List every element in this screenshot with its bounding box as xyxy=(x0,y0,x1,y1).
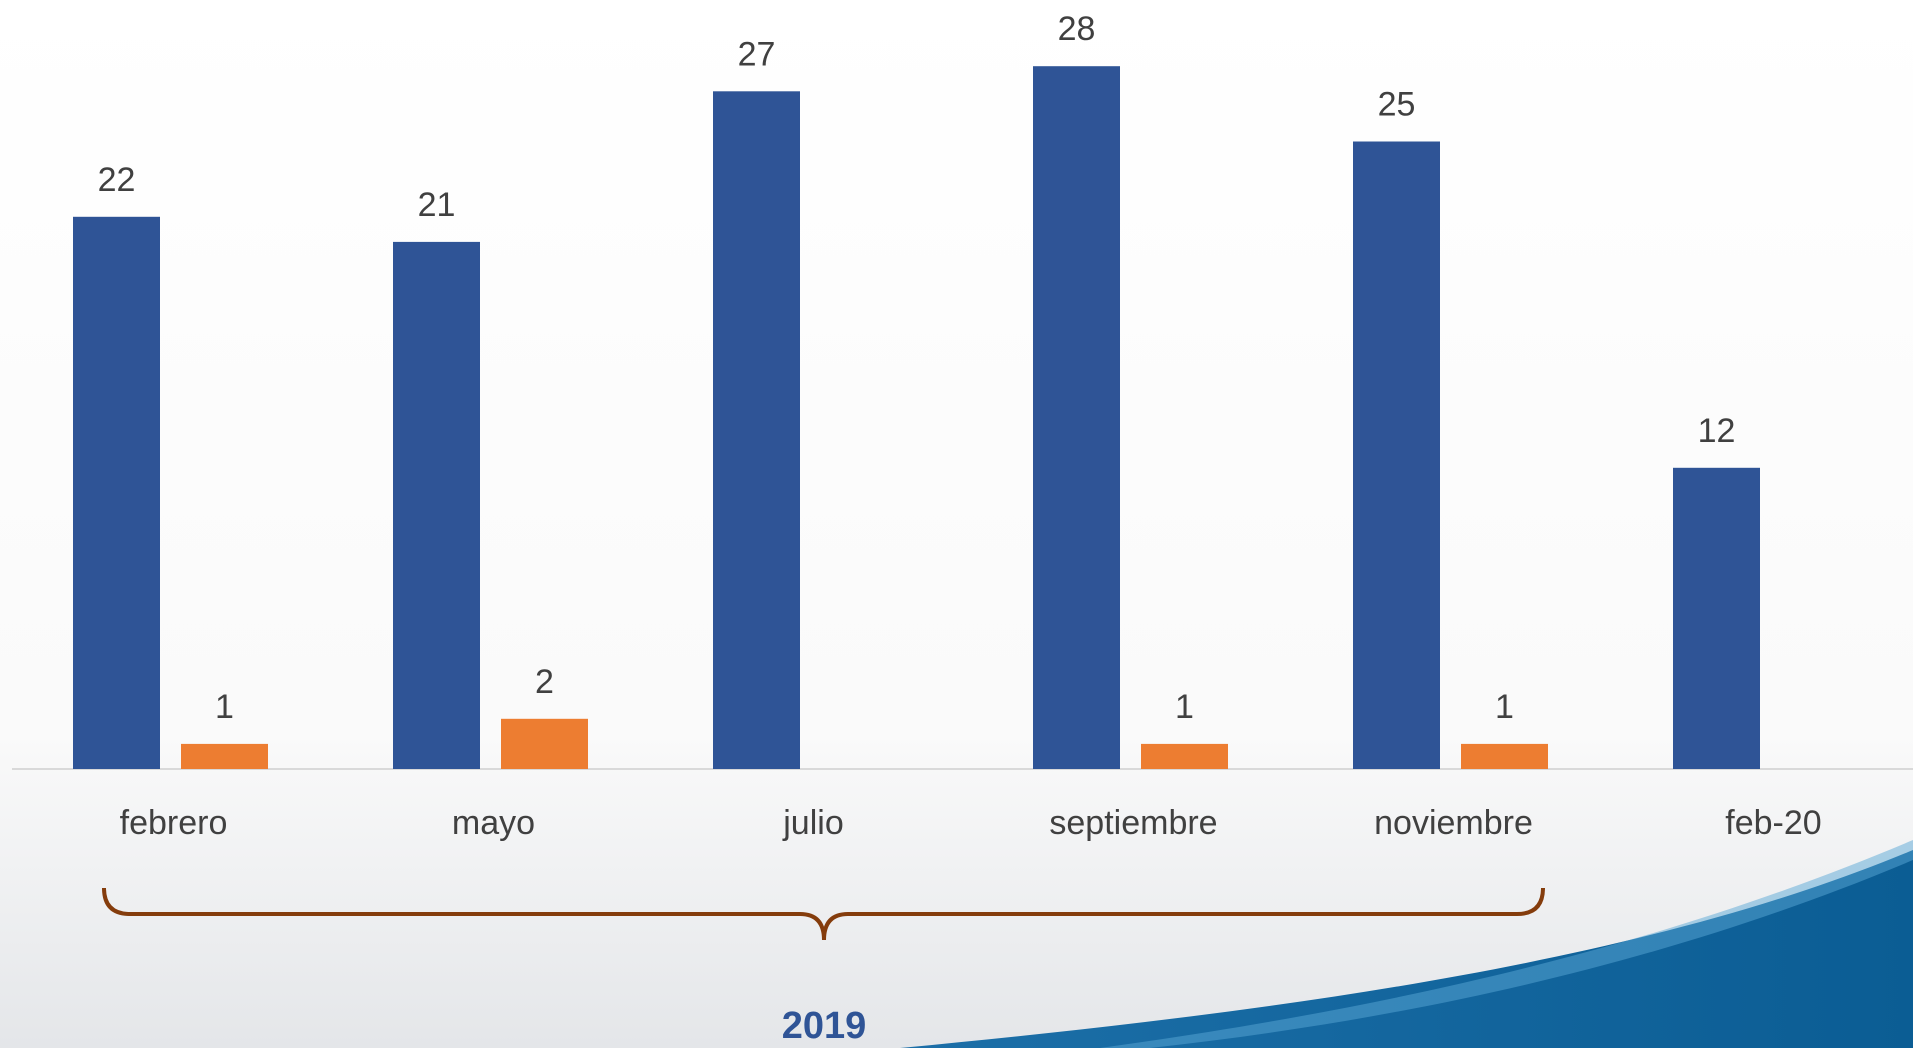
data-label: 1 xyxy=(1495,688,1514,726)
x-tick-label: mayo xyxy=(452,804,535,842)
data-label: 1 xyxy=(1175,688,1194,726)
data-label: 25 xyxy=(1378,85,1416,123)
data-label: 28 xyxy=(1058,10,1096,48)
data-label: 21 xyxy=(418,186,456,224)
data-label: 2 xyxy=(535,663,554,701)
bar xyxy=(393,241,480,769)
bar xyxy=(1033,66,1120,769)
x-tick-label: noviembre xyxy=(1374,804,1533,842)
data-label: 1 xyxy=(215,688,234,726)
bar xyxy=(1461,743,1548,769)
data-label: 22 xyxy=(98,161,136,199)
data-label: 12 xyxy=(1698,412,1736,450)
bar xyxy=(1141,743,1228,769)
bar xyxy=(73,216,160,770)
bar xyxy=(501,718,588,769)
swoosh xyxy=(900,850,1913,1048)
bar xyxy=(181,743,268,769)
x-tick-label: febrero xyxy=(120,804,228,842)
bar xyxy=(713,91,800,770)
bar xyxy=(1353,141,1440,769)
data-label: 27 xyxy=(738,35,776,73)
brace xyxy=(102,887,1545,941)
bar xyxy=(1673,467,1760,769)
annotation: 2019 xyxy=(782,1005,867,1047)
x-tick-label: julio xyxy=(782,804,843,842)
x-tick-label: feb-20 xyxy=(1725,804,1821,842)
x-tick-label: septiembre xyxy=(1049,804,1217,842)
